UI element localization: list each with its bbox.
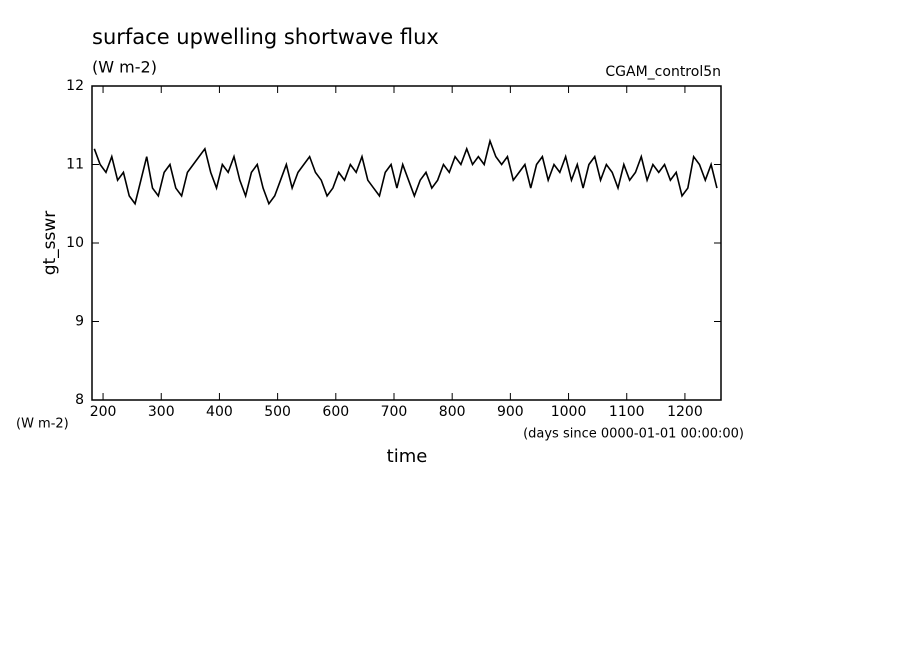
y-tick-label: 11 xyxy=(66,157,84,173)
x-tick-label: 800 xyxy=(439,404,466,420)
chart-subtitle: (W m-2) xyxy=(92,58,157,77)
y-tick-label: 8 xyxy=(75,392,84,408)
x-tick-label: 600 xyxy=(322,404,349,420)
y-tick-label: 9 xyxy=(75,314,84,330)
x-tick-label: 1200 xyxy=(667,404,703,420)
x-units: (days since 0000-01-01 00:00:00) xyxy=(523,427,744,442)
y-axis-label: gt_sswr xyxy=(40,211,60,276)
y-tick-label: 12 xyxy=(66,78,84,94)
x-tick-label: 200 xyxy=(90,404,117,420)
plot-frame xyxy=(91,85,722,401)
run-label: CGAM_control5n xyxy=(605,64,721,80)
x-tick-label: 1100 xyxy=(609,404,645,420)
chart-title: surface upwelling shortwave flux xyxy=(92,25,439,49)
y-units: (W m-2) xyxy=(16,417,69,432)
x-tick-label: 1000 xyxy=(551,404,587,420)
x-tick-label: 400 xyxy=(206,404,233,420)
x-tick-label: 300 xyxy=(148,404,175,420)
x-tick-label: 700 xyxy=(381,404,408,420)
x-tick-label: 500 xyxy=(264,404,291,420)
y-tick-label: 10 xyxy=(66,235,84,251)
data-line xyxy=(93,138,718,206)
x-tick-label: 900 xyxy=(497,404,524,420)
x-axis-label: time xyxy=(387,446,428,467)
